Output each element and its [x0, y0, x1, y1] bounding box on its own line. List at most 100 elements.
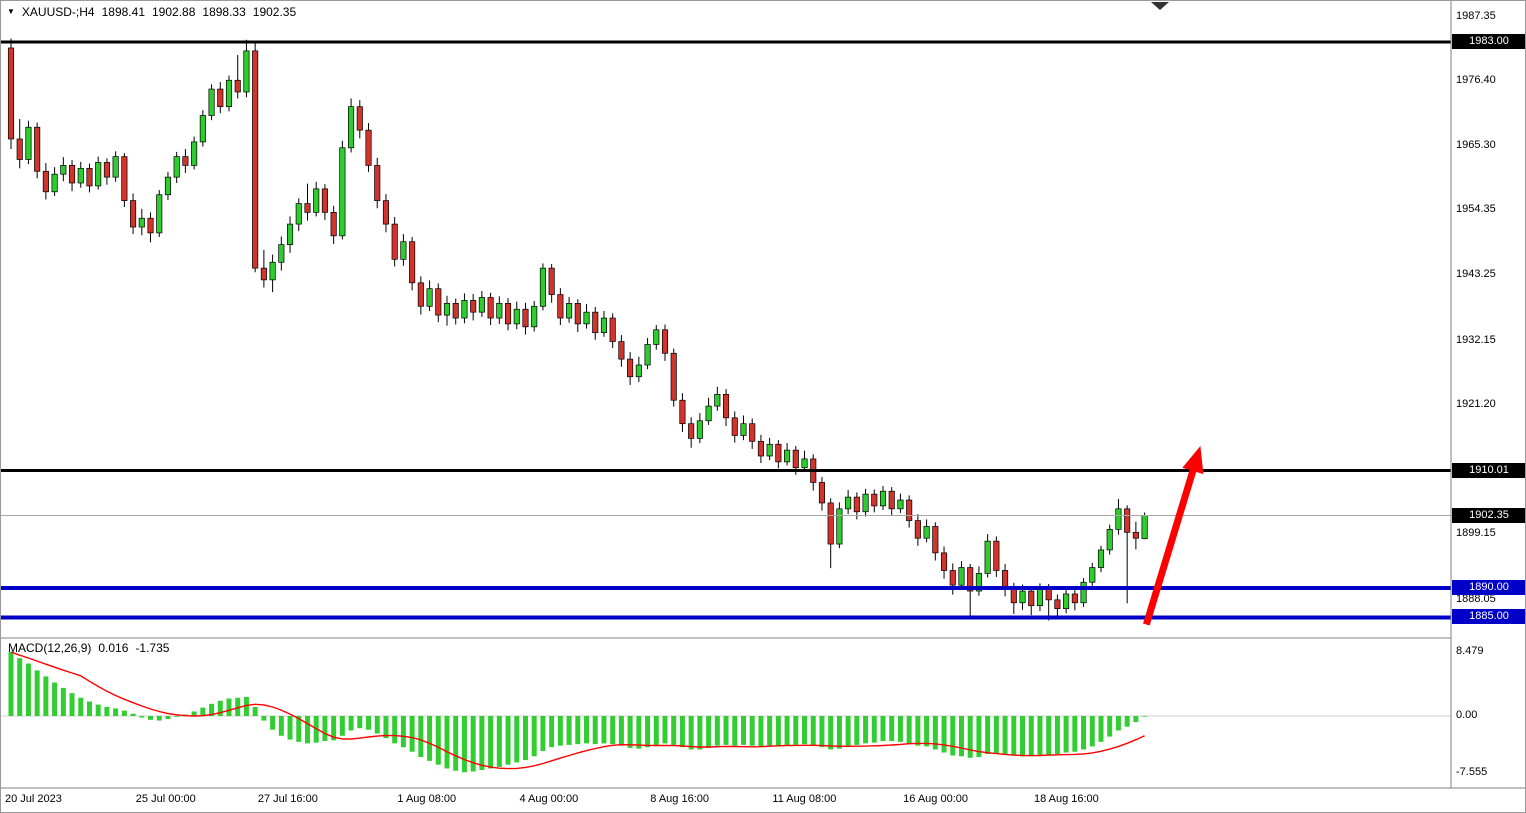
- price-tick-label: 1943.25: [1456, 268, 1496, 281]
- macd-bar: [775, 716, 781, 746]
- macd-bar: [889, 716, 895, 742]
- candle-body: [417, 282, 424, 307]
- chart-menu-icon[interactable]: ▼: [7, 7, 15, 16]
- candle-body: [435, 288, 442, 316]
- candle-body: [426, 288, 433, 307]
- candle-body: [557, 294, 564, 319]
- trend-arrow-head[interactable]: [1182, 446, 1204, 475]
- candle-body: [679, 399, 686, 425]
- candle-body: [1097, 549, 1105, 568]
- candle-body: [696, 420, 703, 439]
- candle-body: [1036, 587, 1044, 607]
- macd-bar: [653, 716, 659, 745]
- macd-bar: [209, 703, 215, 717]
- price-badge: 1983.00: [1452, 34, 1525, 50]
- candle-body: [513, 308, 520, 325]
- candle-body: [130, 200, 137, 228]
- macd-bar: [1072, 716, 1078, 752]
- price-tick-label: 1921.20: [1456, 397, 1496, 410]
- macd-bar: [549, 716, 555, 748]
- macd-bar: [976, 716, 982, 758]
- chart-header: ▼ XAUUSD-;H4 1898.41 1902.88 1898.33 190…: [7, 5, 296, 19]
- macd-bar: [1107, 716, 1113, 737]
- candle-body: [801, 458, 808, 469]
- time-tick-label: 1 Aug 08:00: [397, 793, 457, 805]
- candle-body: [1071, 593, 1078, 604]
- macd-bar: [348, 716, 354, 731]
- candle-body: [993, 540, 1000, 571]
- candle-body: [321, 188, 328, 213]
- candle-body: [304, 203, 311, 213]
- candle-body: [470, 300, 477, 313]
- macd-bar: [357, 716, 363, 729]
- candle-body: [757, 440, 764, 457]
- symbol-timeframe-label: XAUUSD-;H4: [21, 5, 95, 19]
- candle-body: [86, 167, 93, 187]
- macd-bar: [819, 716, 825, 748]
- macd-bar: [985, 716, 991, 755]
- macd-bar: [86, 701, 92, 717]
- candle-body: [164, 176, 172, 196]
- macd-bar: [967, 716, 973, 758]
- macd-bar: [156, 716, 162, 721]
- candle-body: [51, 173, 58, 193]
- candle-body: [34, 126, 41, 172]
- candle-body: [705, 405, 712, 422]
- macd-bar: [235, 697, 241, 717]
- candle-body: [722, 394, 730, 419]
- candle-body: [243, 50, 250, 93]
- price-tick-label: 1932.15: [1456, 333, 1496, 346]
- ohlc-low: 1898.33: [202, 5, 246, 19]
- price-badge: 1902.35: [1452, 507, 1525, 523]
- macd-bar: [1037, 716, 1043, 755]
- candle-body: [923, 526, 930, 539]
- macd-indicator-label: MACD(12,26,9) 0.016 -1.735: [8, 641, 169, 655]
- macd-bar: [121, 710, 127, 717]
- macd-bar: [749, 716, 755, 746]
- candle-body: [853, 496, 860, 513]
- macd-bar: [793, 716, 799, 745]
- chart-shift-icon[interactable]: [1151, 2, 1169, 10]
- candle-body: [7, 47, 15, 140]
- trend-arrow-shaft[interactable]: [1142, 469, 1197, 626]
- candle-body: [609, 317, 616, 342]
- candle-body: [592, 311, 599, 334]
- macd-bar: [906, 716, 912, 744]
- macd-bar: [113, 708, 119, 717]
- macd-bar: [758, 716, 764, 747]
- candle-body: [391, 223, 398, 260]
- macd-bar: [331, 716, 337, 741]
- candle-body: [278, 244, 285, 263]
- macd-bar: [392, 716, 398, 744]
- macd-bar: [958, 716, 964, 757]
- candle-body: [531, 305, 538, 328]
- price-badge: 1890.00: [1452, 580, 1525, 596]
- macd-bar: [522, 716, 528, 761]
- candle-body: [42, 170, 49, 193]
- candle-body: [661, 329, 669, 354]
- candle-body: [217, 88, 224, 108]
- candle-body: [784, 449, 791, 463]
- candle-body: [600, 317, 608, 334]
- candle-body: [225, 79, 233, 108]
- candle-body: [1115, 508, 1122, 530]
- candle-body: [68, 165, 76, 184]
- candle-body: [583, 311, 590, 325]
- macd-bar: [688, 716, 694, 750]
- macd-value: 0.016: [98, 641, 129, 655]
- candle-body: [539, 267, 546, 307]
- candle-body: [618, 341, 625, 360]
- candle-body: [487, 297, 494, 319]
- macd-bar: [740, 716, 746, 745]
- macd-bar: [557, 716, 563, 746]
- candle-body: [906, 499, 913, 521]
- candle-body: [958, 567, 965, 586]
- candle-body: [548, 267, 555, 295]
- candle-body: [932, 526, 939, 554]
- macd-bar: [836, 716, 842, 749]
- candle-body: [409, 241, 416, 284]
- candle-body: [121, 156, 128, 201]
- candle-body: [836, 508, 843, 545]
- macd-bar: [339, 716, 345, 736]
